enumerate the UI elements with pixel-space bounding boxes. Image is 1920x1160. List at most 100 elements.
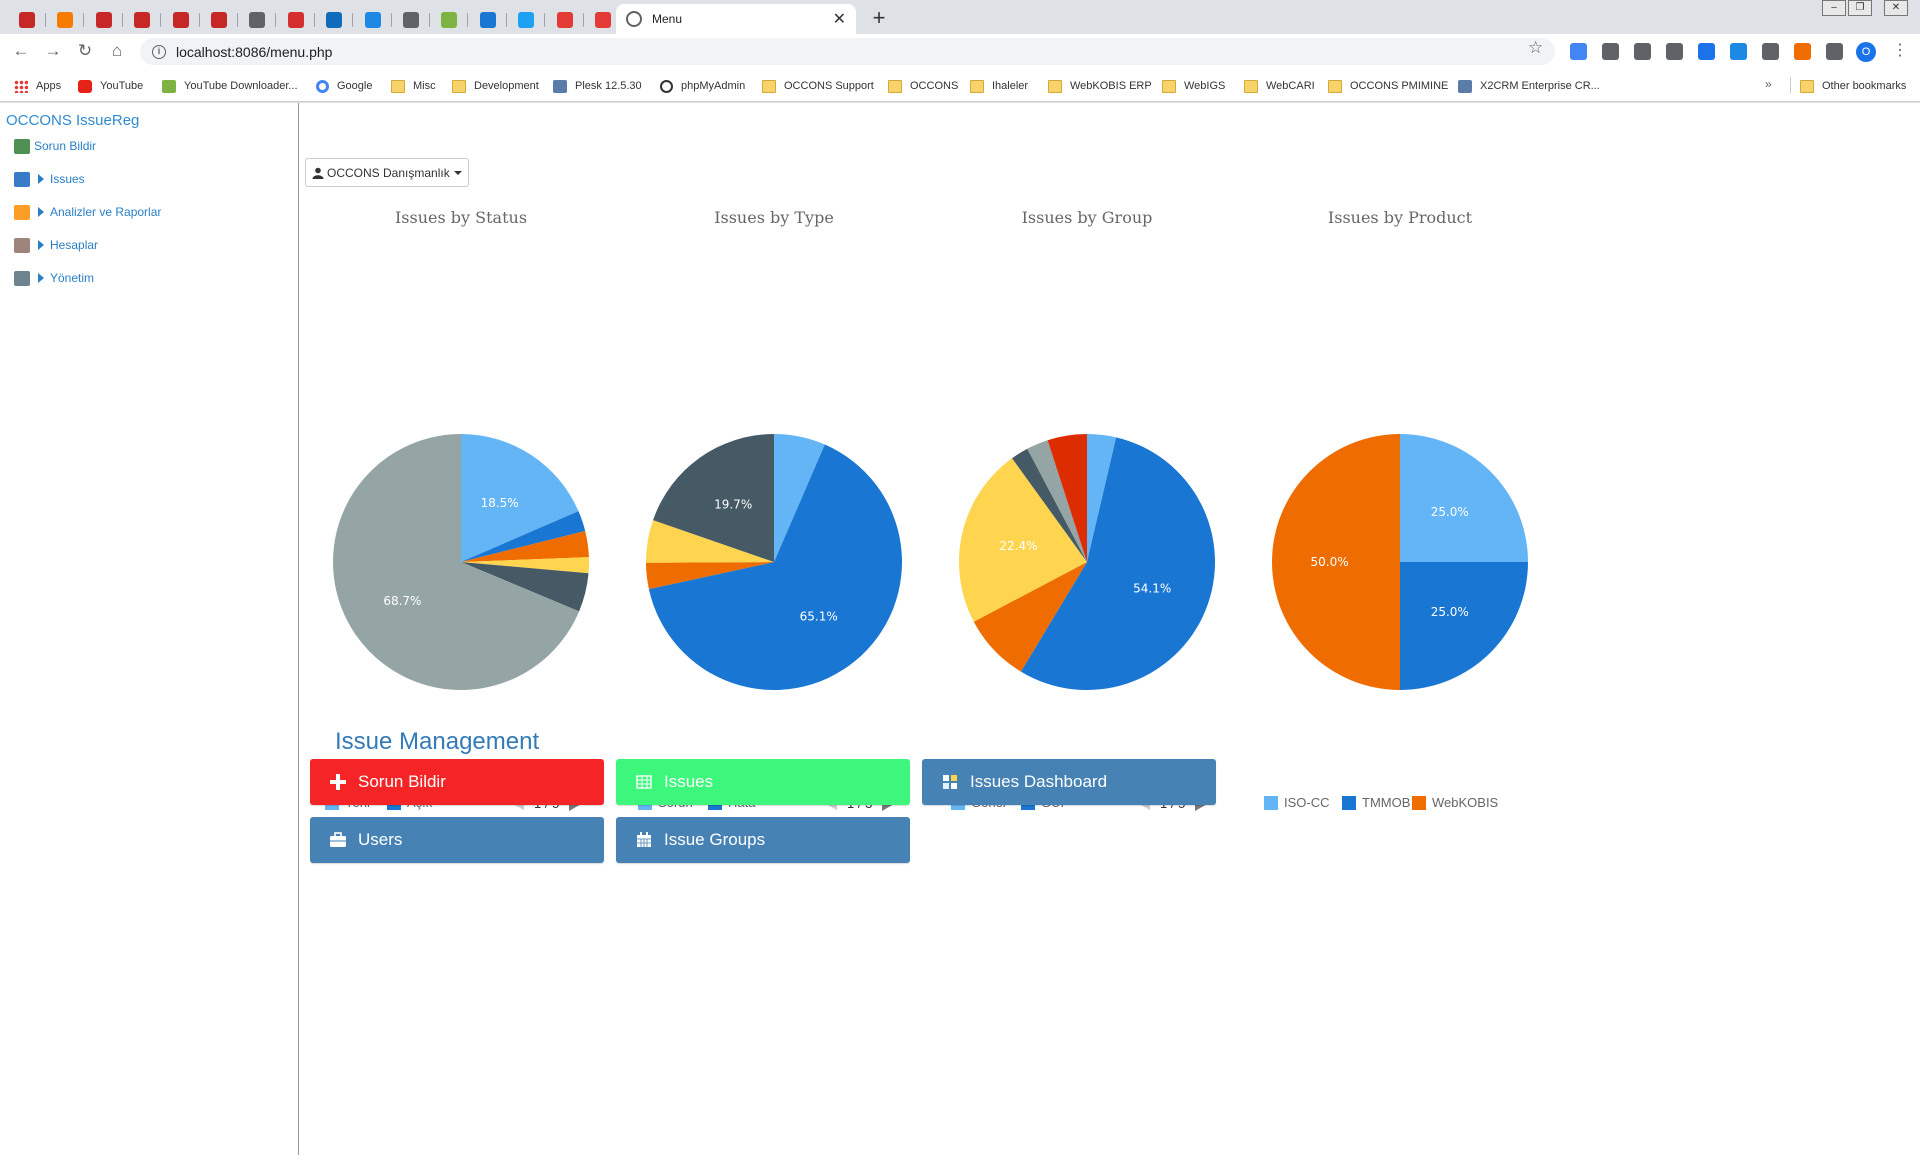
tool-icon[interactable] (1762, 43, 1779, 60)
sidebar-item-y-netim[interactable]: Yönetim (14, 268, 94, 288)
pin-icon[interactable] (1666, 43, 1683, 60)
bookmarks-overflow[interactable]: » (1765, 77, 1772, 91)
pinned-tab[interactable] (8, 5, 46, 34)
pie-slice[interactable] (959, 458, 1087, 622)
pinned-tab[interactable] (315, 5, 354, 34)
bookmark-ihaleler[interactable]: Ihaleler (970, 77, 1028, 95)
bookmark-occons[interactable]: OCCONS (888, 77, 958, 95)
tab-separator (275, 13, 277, 27)
sidebar-item-analizler-ve-raporlar[interactable]: Analizler ve Raporlar (14, 202, 161, 222)
close-window-button[interactable]: ✕ (1884, 0, 1908, 16)
users-button[interactable]: Users (310, 817, 604, 863)
restore-button[interactable]: ❐ (1848, 0, 1872, 16)
forward-icon[interactable]: → (44, 41, 62, 60)
sidebar-item-issues[interactable]: Issues (14, 169, 85, 189)
pie-slice[interactable] (333, 434, 580, 690)
bookmark-webcari[interactable]: WebCARI (1244, 77, 1315, 95)
bookmark-occons-support[interactable]: OCCONS Support (762, 77, 874, 95)
pinned-tab[interactable] (238, 5, 277, 34)
pinned-tab[interactable] (354, 5, 392, 34)
extension-icon[interactable] (1794, 43, 1811, 60)
pinned-tab[interactable] (469, 5, 507, 34)
issue-groups-button[interactable]: Issue Groups (616, 817, 910, 863)
back-icon[interactable]: ← (12, 41, 30, 60)
bookmark-apps[interactable]: Apps (14, 77, 61, 95)
button-label: Issues (664, 772, 714, 791)
pinned-tab[interactable] (507, 5, 546, 34)
legend-item[interactable]: ISO-CC (1264, 795, 1330, 810)
puzzle-icon[interactable] (1826, 43, 1843, 60)
caret-right-icon (38, 174, 44, 184)
bookmark-webigs[interactable]: WebIGS (1162, 77, 1225, 95)
sidebar-item-hesaplar[interactable]: Hesaplar (14, 235, 98, 255)
app-brand[interactable]: OCCONS IssueReg (6, 112, 140, 129)
pinned-tab[interactable] (546, 5, 584, 34)
pie-slice[interactable] (461, 434, 579, 562)
bookmark-x2crm-enterprise-cr[interactable]: X2CRM Enterprise CR... (1458, 77, 1600, 95)
wikipedia-icon[interactable] (1634, 43, 1651, 60)
new-tab-button[interactable]: + (872, 5, 886, 30)
pinned-tab[interactable] (277, 5, 315, 34)
pinned-tab[interactable] (162, 5, 200, 34)
pinned-tab[interactable] (392, 5, 430, 34)
extension-icon[interactable] (1730, 43, 1747, 60)
reload-icon[interactable]: ↻ (77, 41, 93, 60)
menu-kebab-icon[interactable]: ⋮ (1892, 42, 1908, 59)
pie-slice[interactable] (461, 557, 589, 574)
pie-slice[interactable] (648, 444, 902, 690)
pie-slice[interactable] (1272, 434, 1400, 690)
bookmark-phpmyadmin[interactable]: phpMyAdmin (660, 77, 745, 95)
recycle-icon[interactable] (1602, 43, 1619, 60)
pie-slice[interactable] (646, 562, 774, 590)
pinned-tab[interactable] (85, 5, 123, 34)
bookmark-label: OCCONS Support (784, 80, 874, 92)
bookmark-webkobis-erp[interactable]: WebKOBIS ERP (1048, 77, 1152, 95)
pie-slice[interactable] (774, 434, 825, 562)
other-bookmarks[interactable]: Other bookmarks (1800, 77, 1906, 95)
pie-slice[interactable] (1027, 440, 1087, 562)
profile-avatar[interactable]: O (1856, 42, 1876, 62)
bookmark-youtube-downloader[interactable]: YouTube Downloader... (162, 77, 298, 95)
issues-button[interactable]: Issues (616, 759, 910, 805)
bookmark-occons-pmimine[interactable]: OCCONS PMIMINE (1328, 77, 1448, 95)
infinity-icon[interactable] (1698, 43, 1715, 60)
pie-slice[interactable] (461, 511, 586, 562)
sidebar-item-sorun-bildir[interactable]: Sorun Bildir (14, 136, 96, 156)
pie-slice[interactable] (973, 562, 1087, 672)
pie-slice[interactable] (1020, 437, 1215, 690)
home-icon[interactable]: ⌂ (111, 41, 123, 60)
bookmark-development[interactable]: Development (452, 77, 539, 95)
legend-item[interactable]: TMMOB (1342, 795, 1410, 810)
pie-slice[interactable] (1087, 434, 1117, 562)
bookmark-star-icon[interactable]: ☆ (1528, 38, 1544, 57)
bookmark-youtube[interactable]: YouTube (78, 77, 143, 95)
chart-issues-by-group: 54.1%22.4%Issues by GroupGenelGUI1 / 5 (931, 203, 1243, 843)
pinned-tab[interactable] (430, 5, 469, 34)
issues-dashboard-button[interactable]: Issues Dashboard (922, 759, 1216, 805)
pie-slice[interactable] (1400, 434, 1528, 562)
folder-icon (1800, 79, 1814, 93)
pie-slice[interactable] (461, 530, 589, 562)
bookmark-misc[interactable]: Misc (391, 77, 436, 95)
pie-slice[interactable] (653, 434, 774, 562)
minimize-button[interactable]: – (1822, 0, 1846, 16)
legend-item[interactable]: WebKOBIS (1412, 795, 1498, 810)
translate-icon[interactable] (1570, 43, 1587, 60)
pinned-tab[interactable] (46, 5, 85, 34)
pie-slice[interactable] (1400, 562, 1528, 690)
company-selector[interactable]: OCCONS Danışmanlık (305, 158, 469, 187)
pie-slice[interactable] (461, 562, 589, 612)
pinned-tab[interactable] (200, 5, 238, 34)
pie-slice[interactable] (1012, 448, 1087, 562)
address-bar[interactable]: i (140, 38, 1555, 65)
pie-slice[interactable] (646, 520, 774, 563)
close-tab-icon[interactable]: ✕ (832, 11, 846, 28)
pie-slice[interactable] (1047, 434, 1087, 562)
pinned-tab[interactable] (123, 5, 162, 34)
active-tab[interactable]: Menu ✕ (616, 4, 856, 34)
url-input[interactable] (176, 43, 1076, 60)
info-icon[interactable]: i (152, 44, 166, 59)
bookmark-plesk-12-5-30[interactable]: Plesk 12.5.30 (553, 77, 642, 95)
bookmark-google[interactable]: Google (316, 77, 372, 95)
sorun-bildir-button[interactable]: Sorun Bildir (310, 759, 604, 805)
